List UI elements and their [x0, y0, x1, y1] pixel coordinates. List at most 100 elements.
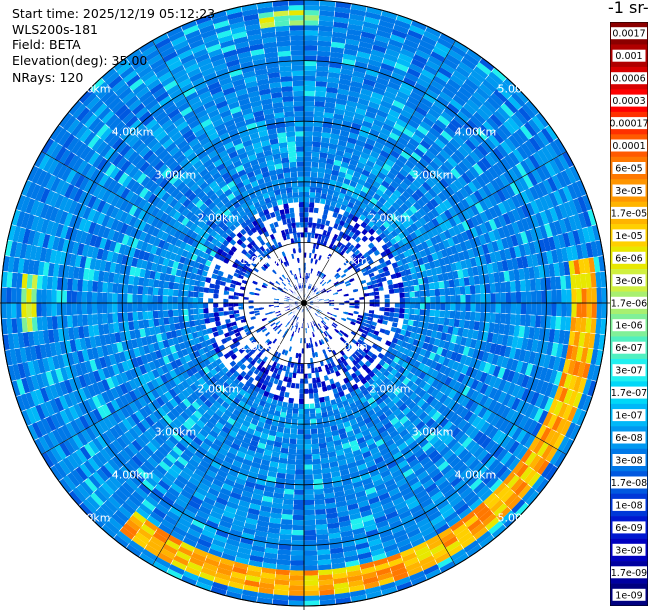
data-cell: [266, 364, 272, 371]
data-cell: [371, 123, 383, 133]
data-cell: [434, 288, 441, 297]
data-cell: [403, 146, 414, 156]
data-cell: [256, 364, 263, 371]
data-cell: [373, 39, 389, 49]
data-cell: [256, 520, 270, 528]
data-cell: [311, 274, 315, 280]
data-cell: [409, 358, 417, 367]
data-cell: [324, 168, 333, 175]
data-cell: [446, 102, 460, 115]
data-cell: [398, 231, 406, 240]
data-cell: [313, 331, 317, 337]
data-cell: [313, 116, 324, 123]
data-cell: [483, 232, 492, 244]
data-cell: [527, 472, 541, 488]
data-cell: [155, 527, 171, 540]
data-cell: [388, 132, 400, 142]
data-cell: [308, 304, 314, 307]
data-cell: [387, 515, 401, 525]
data-cell: [435, 224, 444, 235]
data-cell: [307, 227, 312, 233]
data-cell: [528, 241, 537, 255]
data-cell: [237, 546, 252, 555]
data-cell: [470, 379, 480, 391]
data-cell: [366, 106, 379, 115]
data-cell: [425, 568, 442, 580]
data-cell: [476, 350, 485, 361]
data-cell: [328, 415, 336, 422]
data-cell: [383, 175, 393, 185]
data-cell: [201, 529, 216, 539]
data-cell: [377, 25, 393, 34]
data-cell: [293, 504, 304, 511]
data-cell: [326, 405, 333, 412]
data-cell: [480, 436, 492, 450]
data-cell: [548, 263, 556, 278]
data-cell: [355, 183, 364, 191]
data-cell: [472, 501, 487, 515]
data-cell: [466, 474, 479, 487]
data-cell: [332, 211, 339, 219]
data-cell: [373, 249, 381, 257]
data-cell: [162, 543, 178, 555]
data-cell: [508, 269, 515, 282]
data-cell: [315, 76, 328, 82]
data-cell: [323, 204, 331, 211]
data-cell: [358, 239, 365, 246]
data-cell: [378, 286, 384, 292]
data-cell: [310, 268, 314, 274]
data-cell: [500, 292, 506, 303]
data-cell: [291, 535, 304, 541]
data-cell: [400, 329, 407, 336]
data-cell: [401, 324, 408, 331]
data-cell: [479, 124, 492, 138]
data-cell: [180, 575, 198, 586]
data-cell: [377, 132, 389, 141]
data-cell: [321, 132, 331, 139]
data-cell: [408, 413, 419, 424]
data-cell: [196, 463, 208, 474]
data-cell: [304, 25, 319, 31]
data-cell: [340, 161, 350, 169]
data-cell: [577, 228, 586, 245]
data-cell: [276, 341, 282, 347]
data-cell: [528, 136, 542, 152]
data-cell: [405, 342, 413, 351]
data-cell: [320, 137, 331, 144]
data-cell: [304, 459, 313, 465]
data-cell: [548, 369, 558, 385]
data-cell: [326, 194, 333, 201]
data-cell: [183, 485, 196, 496]
data-cell: [448, 378, 457, 389]
data-cell: [330, 262, 336, 268]
data-cell: [514, 314, 521, 326]
data-cell: [353, 264, 360, 270]
data-cell: [489, 92, 504, 107]
data-cell: [318, 208, 324, 215]
data-cell: [274, 389, 281, 396]
data-cell: [573, 259, 581, 275]
data-cell: [336, 358, 343, 365]
data-cell: [425, 482, 438, 494]
data-cell: [330, 338, 336, 344]
data-cell: [475, 505, 490, 519]
data-cell: [401, 43, 417, 54]
data-cell: [496, 261, 504, 273]
data-cell: [316, 539, 330, 546]
data-cell: [331, 313, 337, 318]
data-cell: [313, 238, 318, 244]
data-cell: [419, 456, 432, 467]
data-cell: [450, 118, 463, 131]
data-cell: [304, 40, 318, 46]
data-cell: [291, 320, 295, 326]
data-cell: [409, 303, 416, 309]
data-cell: [362, 315, 369, 320]
data-cell: [322, 338, 327, 344]
data-cell: [459, 106, 473, 120]
data-cell: [279, 411, 287, 418]
data-cell: [476, 160, 488, 173]
data-cell: [486, 242, 495, 254]
data-cell: [437, 134, 450, 146]
data-cell: [511, 336, 519, 349]
data-cell: [375, 200, 384, 209]
